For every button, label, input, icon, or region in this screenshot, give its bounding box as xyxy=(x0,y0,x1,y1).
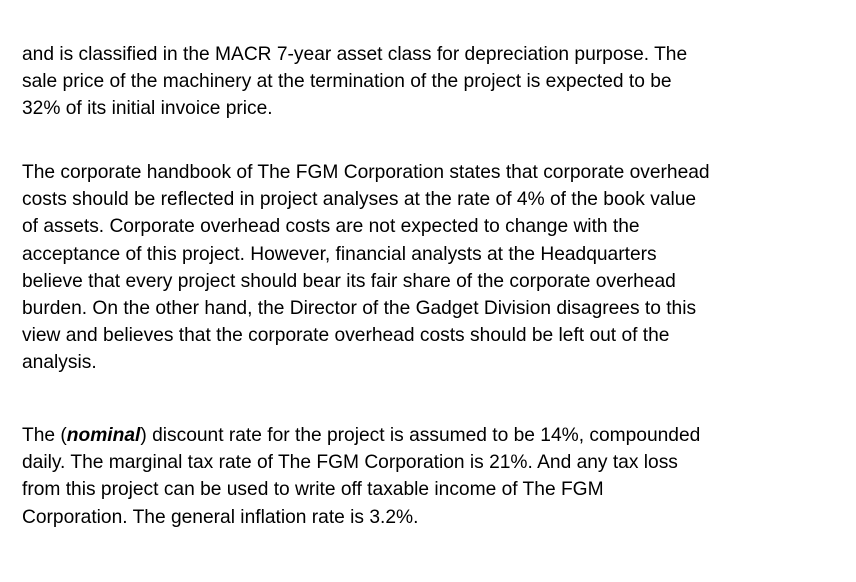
text-segment: The ( xyxy=(22,425,67,446)
text-line: believe that every project should bear i… xyxy=(22,270,676,292)
text-line: daily. The marginal tax rate of The FGM … xyxy=(22,452,678,474)
text-line: Corporation. The general inflation rate … xyxy=(22,506,419,528)
paragraph-corporate-overhead: The corporate handbook of The FGM Corpor… xyxy=(22,159,710,377)
text-line: 32% of its initial invoice price. xyxy=(22,98,273,120)
paragraph-depreciation: and is classified in the MACR 7-year ass… xyxy=(22,41,687,123)
text-line: and is classified in the MACR 7-year ass… xyxy=(22,44,688,65)
text-segment: ) discount rate for the project is assum… xyxy=(140,425,701,446)
text-line: costs should be reflected in project ana… xyxy=(22,189,697,211)
text-line: view and believes that the corporate ove… xyxy=(22,325,670,347)
text-line: The corporate handbook of The FGM Corpor… xyxy=(22,162,710,183)
text-line: acceptance of this project. However, fin… xyxy=(22,243,657,265)
text-line: of assets. Corporate overhead costs are … xyxy=(22,216,640,238)
text-line: The (nominal) discount rate for the proj… xyxy=(22,422,700,449)
text-line: burden. On the other hand, the Director … xyxy=(22,298,697,320)
paragraph-discount-rate: The (nominal) discount rate for the proj… xyxy=(22,422,700,531)
text-line: sale price of the machinery at the termi… xyxy=(22,71,672,93)
text-line: from this project can be used to write o… xyxy=(22,479,604,501)
emphasized-term: nominal xyxy=(66,425,141,446)
text-line: analysis. xyxy=(22,352,97,374)
